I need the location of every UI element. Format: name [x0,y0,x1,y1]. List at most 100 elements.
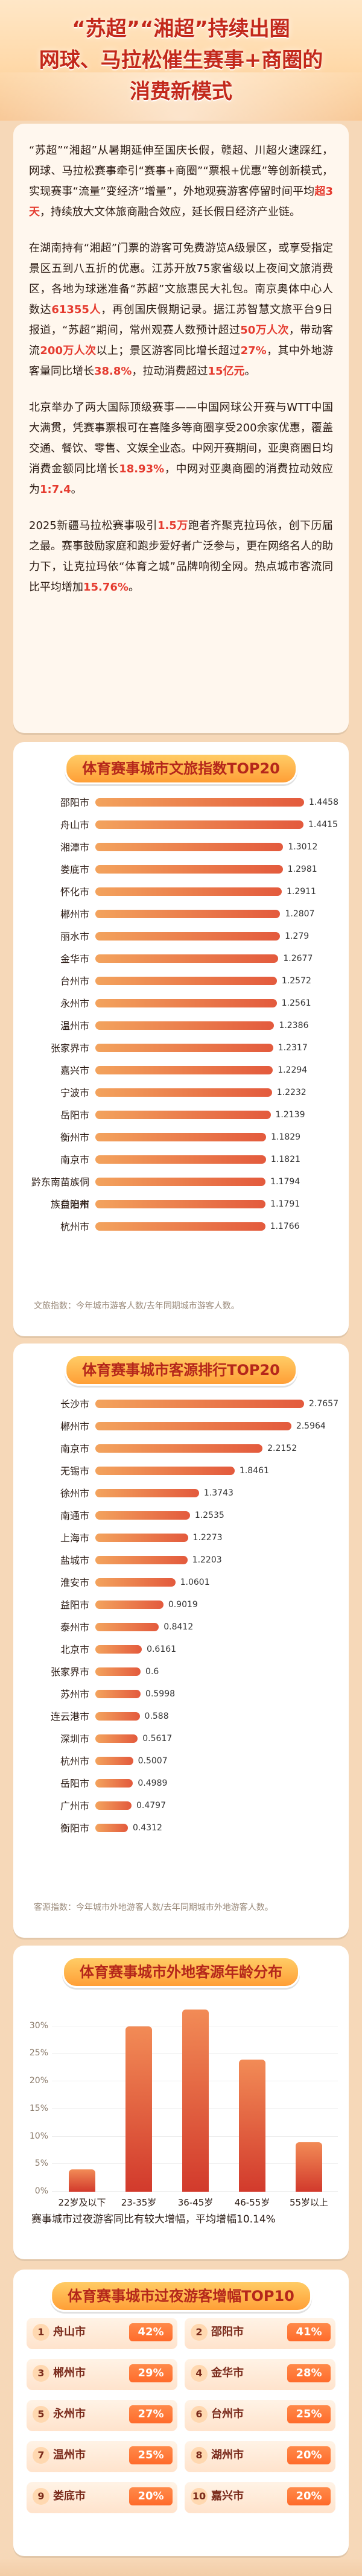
tourism-index-bar [95,932,281,941]
tourism-index-bar-track [95,1155,304,1164]
tourism-index-row: 南京市 1.1821 [24,1149,338,1171]
age-category-label: 23-35岁 [121,2197,157,2208]
tourism-index-value-label: 1.2386 [279,1021,309,1030]
source-rank-row: 北京市 0.6161 [24,1639,338,1661]
tourism-index-bar [95,820,303,829]
source-rank-value-label: 1.2535 [194,1511,224,1520]
overnight-growth-card: 体育赛事城市过夜游客增幅TOP10 1 舟山市 42% 2 邵阳市 41% 3 郴州市 29% 4… [13,2270,349,2556]
source-rank-bar-track [95,1511,304,1520]
source-rank-bar-track [95,1444,304,1453]
tourism-index-category-label: 娄底市 [60,864,89,875]
source-rank-bar [95,1467,235,1475]
source-rank-category-label: 北京市 [60,1644,89,1655]
intro-paragraph-3: 北京举办了两大国际顶级赛事——中国网球公开赛与WTT中国大满贯，凭赛事票根可在喜… [29,398,333,500]
page-title: “苏超”“湘超”持续出圈 网球、马拉松催生赛事+商圈的 消费新模式 [0,13,362,107]
source-rank-category-label: 无锡市 [60,1465,89,1477]
source-rank-row: 盐城市 1.2203 [24,1549,338,1572]
tourism-index-category-label: 台州市 [60,976,89,987]
source-rank-bar-track [95,1467,304,1475]
source-rank-bar-track [95,1712,304,1721]
source-rank-card: 体育赛事城市客源排行TOP20 长沙市 2.7657 郴州市 2.5964 南京市 2.2… [13,1344,349,1938]
top10-rank-badge: 6 [191,2406,208,2423]
top10-item: 3 郴州市 29% [27,2359,177,2390]
source-rank-bar [95,1712,140,1721]
source-rank-chart: 长沙市 2.7657 郴州市 2.5964 南京市 2.2152 无锡市 1.8461 徐州市 1… [24,1393,338,1839]
source-rank-bar-track [95,1422,304,1430]
top10-rank-badge: 1 [33,2324,49,2341]
tourism-index-bar-track [95,1044,304,1052]
top10-item: 10 嘉兴市 20% [185,2482,335,2513]
tourism-index-category-label: 丽水市 [60,931,89,942]
tourism-index-category-label: 益阳市 [60,1199,89,1210]
source-rank-category-label: 岳阳市 [60,1778,89,1789]
source-rank-value-label: 1.8461 [239,1466,269,1476]
tourism-index-category-label: 温州市 [60,1020,89,1032]
source-rank-category-label: 益阳市 [60,1599,89,1611]
p2-highlight-c: 200万人次 [40,344,97,357]
top10-item: 1 舟山市 42% [27,2318,177,2349]
p3-highlight-a: 18.93% [119,463,165,475]
source-rank-value-label: 1.0601 [180,1578,210,1587]
tourism-index-value-label: 1.2294 [278,1065,308,1075]
tourism-index-bar-track [95,1066,304,1074]
top10-growth-percent: 20% [129,2487,173,2505]
source-rank-bar-track [95,1623,304,1631]
tourism-index-bar-track [95,1200,304,1208]
source-rank-bar [95,1578,176,1587]
p1-text-a: “苏超”“湘超”从暑期延伸至国庆长假，赣超、川超火速踩红，网球、马拉松赛事牵引“… [29,144,333,198]
source-rank-row: 张家界市 0.6 [24,1661,338,1683]
age-y-tick-label: 5% [34,2159,48,2169]
tourism-index-row: 衡州市 1.1829 [24,1126,338,1149]
title-line-3: 消费新模式 [130,80,232,104]
hero-banner: “苏超”“湘超”持续出圈 网球、马拉松催生赛事+商圈的 消费新模式 [0,0,362,121]
source-rank-category-label: 上海市 [60,1532,89,1544]
source-rank-source: 客源指数：今年城市外地游客人数/去年同期城市外地游客人数。 [34,1903,273,1912]
p2-highlight-e: 38.8% [94,365,132,378]
age-category-label: 46-55岁 [234,2197,270,2208]
source-rank-bar-track [95,1667,304,1676]
tourism-index-bar [95,798,304,807]
tourism-index-bar [95,910,281,918]
tourism-index-value-label: 1.2677 [283,954,313,963]
tourism-index-row: 黔东南苗族侗族自治州 1.1794 [24,1171,338,1210]
top10-city-name: 邵阳市 [211,2326,244,2338]
source-rank-value-label: 1.2273 [192,1533,223,1543]
tourism-index-row: 益阳市 1.1791 [24,1193,338,1216]
p3-highlight-b: 1:7.4 [40,483,71,496]
top10-rank-badge: 9 [33,2488,49,2505]
p4-highlight-b: 15.76% [83,581,129,594]
p2-text-g: 。 [244,365,256,378]
source-rank-value-label: 0.6 [145,1667,159,1677]
top10-city-name: 湖州市 [211,2449,244,2461]
source-rank-bar-track [95,1734,304,1743]
tourism-index-category-label: 怀化市 [60,886,89,898]
source-rank-value-label: 0.9019 [168,1600,198,1610]
tourism-index-bar [95,1111,271,1119]
tourism-index-row: 张家界市 1.2317 [24,1037,338,1059]
source-rank-value-label: 0.6161 [147,1645,177,1654]
source-rank-bar [95,1623,159,1631]
tourism-index-row: 金华市 1.2677 [24,948,338,970]
p4-text-b: 跑者齐聚克拉玛依，创下历届之最。赛事鼓励家庭和跑步爱好者广泛参与，更在网络名人的… [29,519,334,594]
source-rank-bar [95,1489,199,1497]
p2-text-b: ，再创国庆假期记录。据江苏智慧文旅平台9日报道，“苏超”期间，常州观赛人数预计超… [29,303,333,337]
p2-text-d: 以上；景区游客同比增长超过 [96,344,241,357]
age-bar [182,2010,209,2192]
source-rank-category-label: 深圳市 [60,1733,89,1745]
top10-city-name: 嘉兴市 [211,2490,244,2502]
age-y-tick-label: 25% [29,2048,48,2058]
top10-item: 8 湖州市 20% [185,2441,335,2472]
title-line-1: “苏超”“湘超”持续出圈 [72,17,290,41]
tourism-index-bar [95,1155,266,1164]
tourism-index-bar-track [95,798,304,807]
intro-paragraph-1: “苏超”“湘超”从暑期延伸至国庆长假，赣超、川超火速踩红，网球、马拉松赛事牵引“… [29,141,333,223]
source-rank-row: 无锡市 1.8461 [24,1460,338,1482]
tourism-index-category-label: 永州市 [60,998,89,1009]
tourism-index-category-label: 嘉兴市 [60,1065,89,1076]
source-rank-row: 淮安市 1.0601 [24,1572,338,1594]
top10-item: 6 台州市 25% [185,2400,335,2431]
source-rank-category-label: 南通市 [60,1510,89,1521]
top10-growth-percent: 42% [129,2323,173,2341]
source-rank-bar-track [95,1779,304,1788]
source-rank-bar [95,1690,141,1698]
